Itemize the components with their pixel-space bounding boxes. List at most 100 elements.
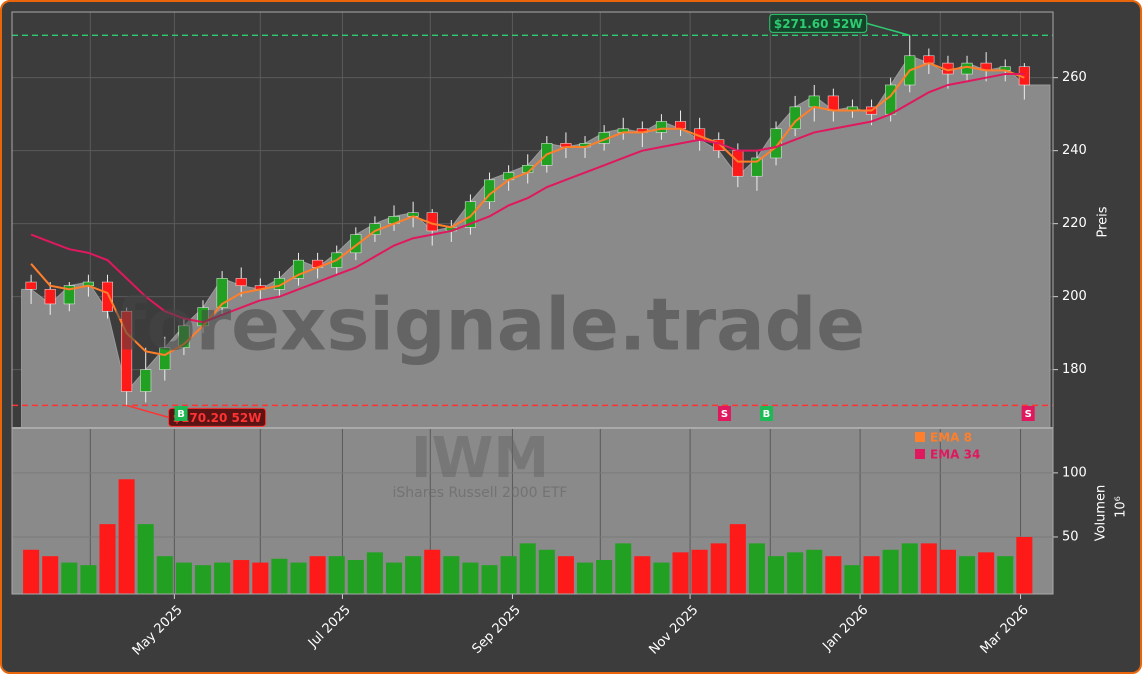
annotation-arrow xyxy=(866,22,910,37)
volume-bar xyxy=(634,556,651,594)
volume-bar xyxy=(519,543,536,594)
watermark: forexsignale.trade xyxy=(115,283,865,367)
y-tick-label: 180 xyxy=(1062,362,1087,377)
y-tick-label: 50 xyxy=(1062,529,1079,544)
volume-bar xyxy=(615,543,632,594)
volume-bar xyxy=(61,562,78,594)
volume-bar xyxy=(691,549,708,594)
volume-bar xyxy=(806,549,823,594)
candle-body xyxy=(178,325,190,348)
y-tick-label: 100 xyxy=(1062,465,1087,480)
annotation-label: $170.20 52W xyxy=(173,411,262,425)
y-tick-label: 240 xyxy=(1062,143,1087,158)
legend-label: EMA 34 xyxy=(930,448,980,462)
signal-label: B xyxy=(763,409,771,420)
volume-bar xyxy=(118,479,135,594)
candle-body xyxy=(121,310,133,392)
signal-label: B xyxy=(177,409,185,420)
volume-bar xyxy=(978,552,995,594)
y-axis-label: Preis xyxy=(1096,206,1111,237)
volume-bar xyxy=(997,556,1014,594)
volume-bar xyxy=(214,562,231,594)
candle-body xyxy=(159,347,171,370)
volume-bar xyxy=(577,562,594,594)
volume-bar xyxy=(290,562,307,594)
candle-body xyxy=(216,278,228,308)
candle-body xyxy=(827,95,839,111)
y-tick-label: 200 xyxy=(1062,289,1087,304)
plot-frame xyxy=(11,11,1054,595)
candle-body xyxy=(464,201,476,228)
volume-bar xyxy=(347,560,364,594)
candle-body xyxy=(44,289,56,305)
candle-body xyxy=(961,62,973,75)
signal-marker xyxy=(1021,406,1035,421)
candle-body xyxy=(770,128,782,159)
legend-swatch xyxy=(915,432,925,442)
volume-bar xyxy=(538,549,555,594)
volume-bar xyxy=(844,565,861,594)
volume-bar xyxy=(99,524,116,594)
signal-label: S xyxy=(721,409,728,420)
volume-bar xyxy=(596,560,613,594)
volume-bar xyxy=(901,543,918,594)
legend-swatch xyxy=(915,449,925,459)
volume-bar xyxy=(500,556,517,594)
volume-offset-label: 10⁶ xyxy=(1114,496,1129,518)
subtitle: iShares Russell 2000 ETF xyxy=(393,485,568,501)
volume-bar xyxy=(710,543,727,594)
candle-body xyxy=(751,157,763,177)
volume-bar xyxy=(385,562,403,594)
close-area xyxy=(21,55,1051,429)
signal-marker xyxy=(759,406,773,421)
candle-body xyxy=(102,281,114,312)
volume-bar xyxy=(462,562,479,594)
volume-bar xyxy=(748,543,765,594)
signal-marker xyxy=(717,406,731,421)
volume-bar xyxy=(328,556,345,594)
ema-line xyxy=(30,73,1025,324)
volume-bar xyxy=(882,549,899,594)
candle-body xyxy=(140,369,152,392)
volume-bar xyxy=(653,562,670,594)
volume-bar xyxy=(825,556,842,594)
volume-bar xyxy=(233,560,250,594)
volume-bar xyxy=(156,556,173,594)
candle-body xyxy=(923,55,935,64)
volume-bar xyxy=(863,556,880,594)
ema-line xyxy=(30,62,1025,357)
volume-bar xyxy=(80,565,97,594)
volume-bar xyxy=(252,562,269,594)
volume-bar xyxy=(672,552,689,594)
volume-bar xyxy=(271,558,288,594)
volume-bar xyxy=(768,556,785,594)
candle-body xyxy=(235,278,247,286)
volume-bar xyxy=(424,549,441,594)
volume-bar xyxy=(23,549,40,594)
volume-bar xyxy=(557,556,574,594)
annotation-label: $271.60 52W xyxy=(774,17,863,31)
volume-bar xyxy=(194,565,212,594)
volume-bar xyxy=(787,552,804,594)
annotation-box xyxy=(769,13,868,33)
annotation-box xyxy=(168,407,267,427)
volume-bar xyxy=(366,552,383,594)
volume-bar xyxy=(939,549,956,594)
volume-axis-label: Volumen xyxy=(1094,485,1109,542)
volume-bar xyxy=(405,556,422,594)
candle-body xyxy=(63,285,75,305)
candle-body xyxy=(808,95,820,108)
volume-bar xyxy=(137,524,154,594)
volume-bar xyxy=(920,543,937,594)
candle-body xyxy=(350,234,362,254)
legend-label: EMA 8 xyxy=(930,431,972,445)
candle-body xyxy=(655,121,667,133)
volume-bar xyxy=(309,556,326,594)
signal-marker xyxy=(174,406,188,421)
signal-label: S xyxy=(1025,409,1032,420)
volume-bar xyxy=(1016,536,1033,594)
volume-bar xyxy=(729,524,746,594)
y-tick-label: 220 xyxy=(1062,216,1087,231)
candle-body xyxy=(25,281,37,290)
